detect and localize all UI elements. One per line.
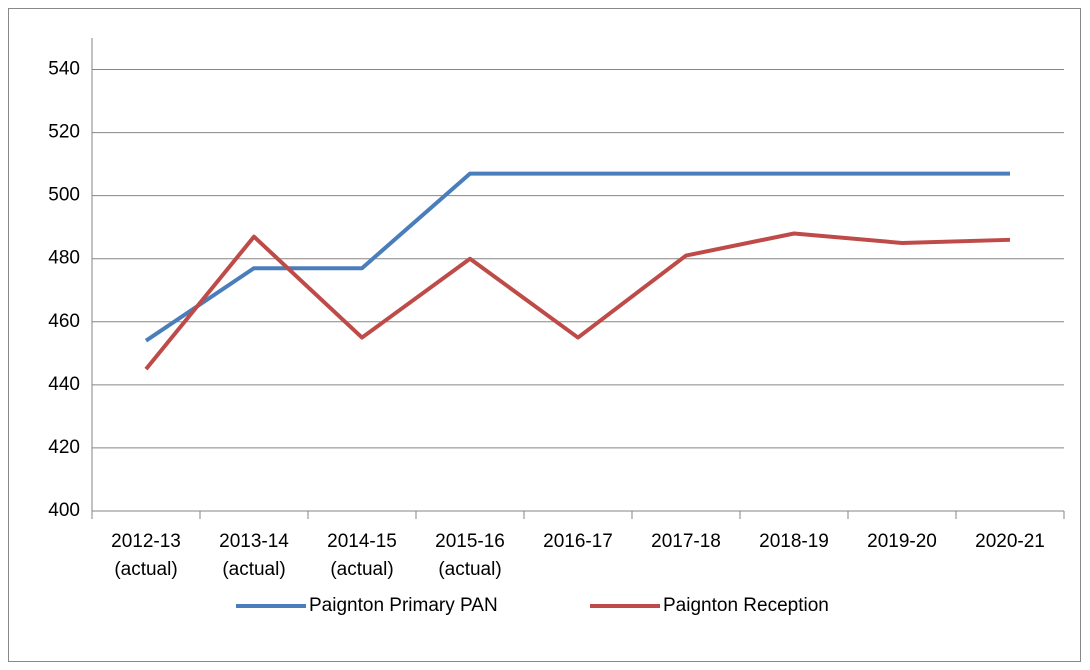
line-series	[144, 231, 1011, 371]
x-tick-label: 2018-19	[759, 531, 829, 552]
x-tick-label: 2017-18	[651, 531, 721, 552]
y-tick-label: 460	[48, 311, 80, 332]
x-tick-label: 2019-20	[867, 531, 937, 552]
y-tick-label: 480	[48, 248, 80, 269]
y-tick-label: 440	[48, 374, 80, 395]
y-tick-label: 420	[48, 437, 80, 458]
x-tick-label: 2012-13 (actual)	[111, 531, 181, 580]
chart-border	[8, 8, 1081, 662]
y-tick-label: 500	[48, 185, 80, 206]
x-tick-label: 2016-17	[543, 531, 613, 552]
x-tick-label: 2014-15 (actual)	[327, 531, 397, 580]
x-tick-label: 2015-16 (actual)	[435, 531, 505, 580]
legend-label: Paignton Primary PAN	[309, 595, 498, 616]
y-tick-label: 400	[48, 500, 80, 521]
x-tick-label: 2013-14 (actual)	[219, 531, 289, 580]
y-tick-label: 540	[48, 59, 80, 80]
x-tick-label: 2020-21	[975, 531, 1045, 552]
legend-label: Paignton Reception	[663, 595, 829, 616]
y-tick-label: 520	[48, 122, 80, 143]
